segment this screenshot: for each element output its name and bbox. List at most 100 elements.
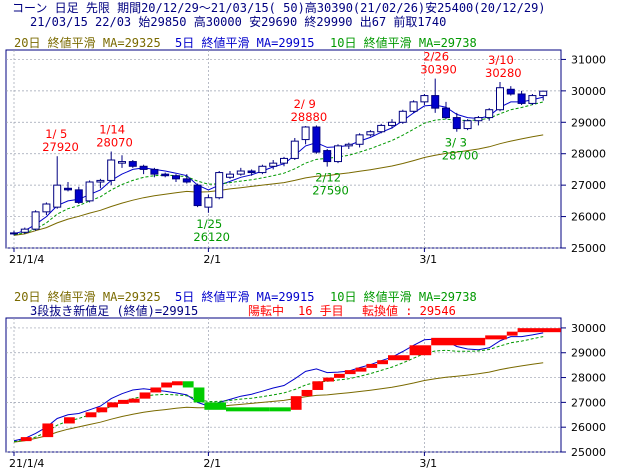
annotation-value: 27920 <box>42 140 79 154</box>
new-price-brick <box>355 367 367 372</box>
new-price-brick <box>96 407 108 413</box>
annotation-value: 28700 <box>442 149 479 163</box>
x-tick-label: 2/1 <box>203 457 221 470</box>
new-price-brick <box>64 417 75 424</box>
new-price-brick <box>431 337 486 346</box>
trend-state: 陽転中 <box>248 304 285 318</box>
ma-line-20d <box>13 362 544 443</box>
candle-body <box>420 95 429 103</box>
candle-body <box>150 168 159 175</box>
top-legend-ma5: 5日 終値平滑 MA=29915 <box>175 36 315 50</box>
candle-body <box>506 88 515 95</box>
candle-body <box>139 165 148 170</box>
candle-body <box>398 110 407 123</box>
candle-body <box>215 172 224 199</box>
candle-body <box>247 170 256 174</box>
candle-body <box>463 120 472 130</box>
new-price-brick <box>20 437 32 442</box>
ma-line-5d <box>13 332 544 442</box>
y-tick-label: 31000 <box>571 53 606 66</box>
annotation-date: 1/ 5 <box>45 127 67 141</box>
annotation-date: 2/ 9 <box>294 97 316 111</box>
candle-body <box>42 203 51 213</box>
new-price-brick <box>485 335 507 340</box>
candle-body <box>226 173 234 178</box>
annotation-date: 3/10 <box>488 53 514 67</box>
bottom-legend-ma10: 10日 終値平滑 MA=29738 <box>330 290 477 304</box>
new-price-brick <box>366 363 378 368</box>
new-price-brick <box>301 389 313 397</box>
new-price-brick <box>107 402 118 408</box>
candle-body <box>204 197 213 208</box>
new-price-brick <box>334 373 345 378</box>
candle-body <box>344 143 353 147</box>
candle-body <box>10 232 18 235</box>
annotation-date: 3/ 3 <box>445 136 467 150</box>
candle-body <box>20 228 29 233</box>
annotation-value: 28880 <box>291 110 328 124</box>
y-tick-label: 28000 <box>571 148 606 161</box>
new-price-brick <box>323 377 334 382</box>
ma-line-10d <box>13 336 544 443</box>
candle-body <box>96 179 105 183</box>
y-tick-label: 30000 <box>571 85 606 98</box>
y-tick-label: 25000 <box>571 242 606 255</box>
bottom-legend-ma20: 20日 終値平滑 MA=29325 <box>14 290 161 304</box>
candle-body <box>409 101 418 112</box>
candle-body <box>388 121 396 126</box>
annotation-date: 1/14 <box>99 123 125 137</box>
new-price-brick <box>204 402 226 410</box>
candle-body <box>474 117 483 122</box>
annotation-value: 28070 <box>96 136 133 150</box>
x-tick-label: 21/1/4 <box>9 457 44 470</box>
annotation-value: 27590 <box>312 184 349 198</box>
candle-body <box>107 159 116 181</box>
candle-body <box>182 178 191 183</box>
new-price-brick <box>139 392 151 399</box>
y-tick-label: 30000 <box>571 322 606 335</box>
y-tick-label: 26000 <box>571 421 606 434</box>
candle-body <box>236 170 245 175</box>
candle-body <box>452 117 461 130</box>
candle-body <box>366 131 375 136</box>
candle-body <box>118 161 126 164</box>
new-price-brick <box>42 423 54 438</box>
candle-body <box>431 95 440 109</box>
candle-body <box>442 107 450 119</box>
y-tick-label: 28000 <box>571 372 606 385</box>
new-price-brick <box>290 396 302 410</box>
candle-body <box>539 90 548 97</box>
new-price-brick <box>269 407 291 412</box>
new-price-brick <box>388 355 410 361</box>
new-price-bar-title: 3段抜き新値足 (終値)=29915 <box>30 304 199 318</box>
candle-body <box>280 157 288 164</box>
candle-body <box>517 93 526 104</box>
ma-line-5d <box>13 96 544 235</box>
candle-body <box>64 187 72 191</box>
y-tick-label: 25000 <box>571 446 606 459</box>
new-price-brick <box>150 387 162 393</box>
x-tick-label: 3/1 <box>419 253 437 266</box>
candle-body <box>172 175 180 180</box>
x-tick-label: 21/1/4 <box>9 253 44 266</box>
candle-body <box>269 162 278 167</box>
candle-body <box>312 126 321 153</box>
new-price-brick <box>182 381 194 388</box>
candle-body <box>85 181 94 202</box>
candle-body <box>193 184 202 207</box>
annotation-value: 30280 <box>485 66 522 80</box>
new-price-brick <box>161 382 172 388</box>
y-tick-label: 29000 <box>571 347 606 360</box>
new-price-brick <box>226 407 270 412</box>
new-price-brick <box>344 370 356 375</box>
new-price-brick <box>118 399 129 404</box>
annotation-date: 2/12 <box>315 171 341 185</box>
new-price-brick <box>193 387 205 403</box>
candle-body <box>377 124 386 133</box>
annotation-date: 2/26 <box>423 50 449 64</box>
new-price-brick <box>517 328 561 333</box>
candle-body <box>74 189 83 203</box>
candle-body <box>334 145 342 163</box>
candle-body <box>290 140 299 159</box>
